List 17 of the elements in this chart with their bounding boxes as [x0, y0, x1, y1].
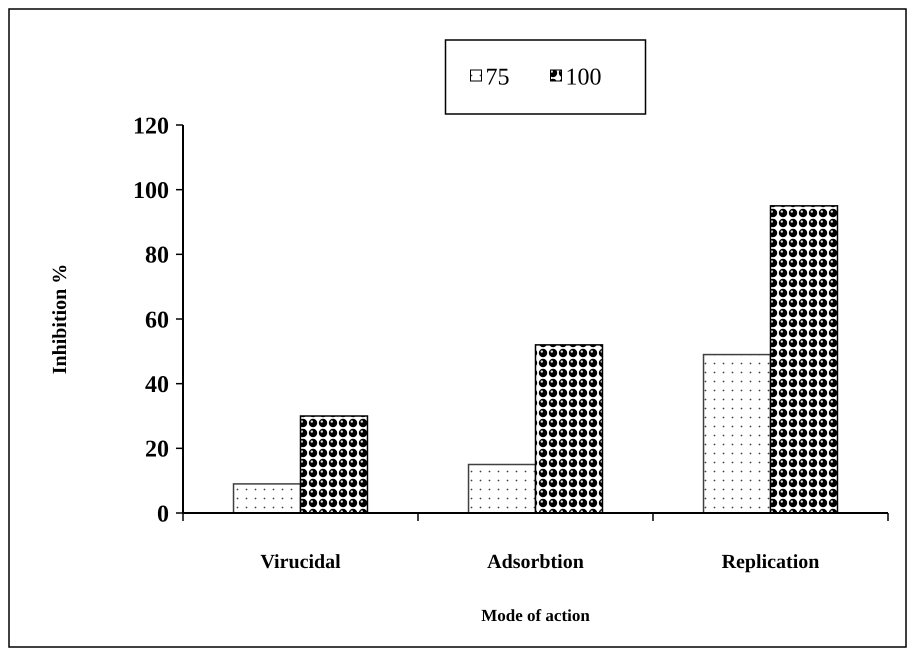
y-axis-title: Inhibition %	[49, 264, 71, 374]
y-tick-label: 80	[145, 242, 169, 269]
x-tick-label: Replication	[722, 551, 820, 573]
legend-label: 75	[486, 64, 510, 90]
legend-label: 100	[566, 64, 602, 90]
x-tick-label: Adsorbtion	[487, 551, 584, 573]
y-tick-label: 20	[145, 436, 169, 463]
y-tick-label: 0	[157, 501, 169, 528]
bar	[468, 464, 536, 514]
x-axis-title: Mode of action	[481, 606, 590, 625]
bar	[702, 354, 772, 514]
y-tick-label: 100	[133, 178, 169, 204]
bar	[232, 483, 302, 514]
y-tick-label: 40	[145, 372, 169, 398]
x-tick-label: Virucidal	[260, 551, 342, 573]
y-tick-label: 120	[133, 113, 169, 140]
y-tick-label: 60	[145, 307, 169, 334]
